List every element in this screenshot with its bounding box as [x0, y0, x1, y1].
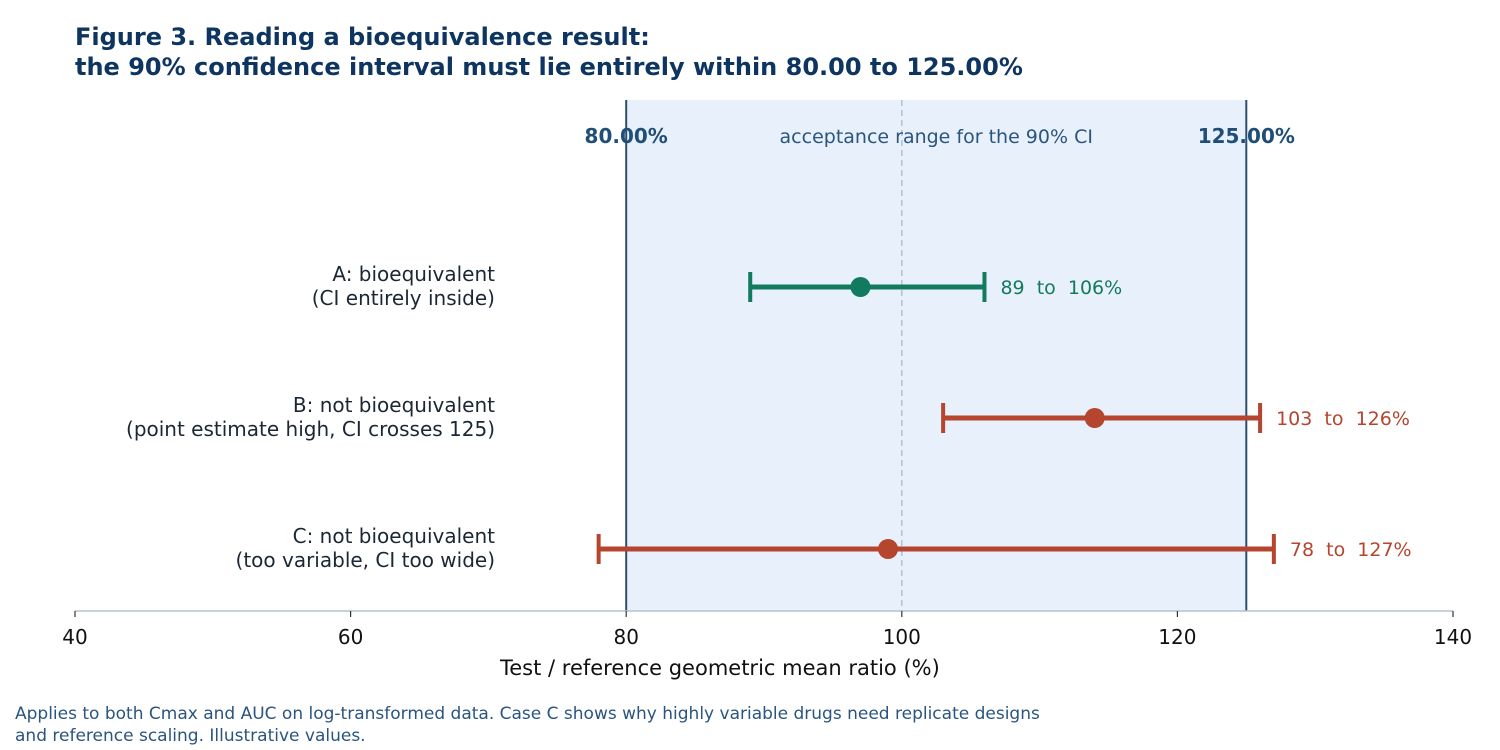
ci-annotation-1: 103 to 126%	[1276, 408, 1410, 430]
case-label-line1-2: C: not bioequivalent	[293, 524, 496, 548]
point-estimate-0	[850, 277, 871, 297]
acceptance-range-caption: acceptance range for the 90% CI	[780, 126, 1093, 148]
lower-limit-label: 80.00%	[585, 124, 668, 148]
case-label-2: C: not bioequivalent (too variable, CI to…	[236, 524, 496, 572]
case-row-0: A: bioequivalent (CI entirely inside) 89 t…	[312, 262, 1122, 310]
footnote: Applies to both Cmax and AUC on log-tran…	[15, 703, 1040, 747]
point-estimate-2	[878, 539, 899, 559]
case-label-1: B: not bioequivalent (point estimate high…	[126, 393, 495, 441]
acceptance-band	[626, 100, 1247, 611]
x-tick-label-120: 120	[1158, 625, 1196, 649]
chart-title-line1: Figure 3. Reading a bioequivalence resul…	[75, 23, 650, 51]
upper-limit-label: 125.00%	[1198, 124, 1295, 148]
case-label-line2-2: (too variable, CI too wide)	[236, 548, 495, 572]
case-label-0: A: bioequivalent (CI entirely inside)	[312, 262, 495, 310]
case-row-1: B: not bioequivalent (point estimate high…	[126, 393, 1410, 441]
case-label-line1-0: A: bioequivalent	[332, 262, 495, 286]
footnote-line2: and reference scaling. Illustrative valu…	[15, 726, 366, 746]
x-tick-label-60: 60	[338, 625, 363, 649]
x-axis-label: Test / reference geometric mean ratio (%…	[499, 656, 940, 680]
point-estimate-1	[1084, 408, 1105, 428]
footnote-line1: Applies to both Cmax and AUC on log-tran…	[15, 704, 1040, 724]
x-tick-label-40: 40	[62, 625, 87, 649]
case-rows: A: bioequivalent (CI entirely inside) 89 t…	[126, 262, 1412, 572]
case-row-2: C: not bioequivalent (too variable, CI to…	[236, 524, 1412, 572]
x-tick-label-80: 80	[613, 625, 638, 649]
case-label-line2-1: (point estimate high, CI crosses 125)	[126, 417, 495, 441]
x-tick-label-140: 140	[1434, 625, 1472, 649]
case-label-line1-1: B: not bioequivalent	[293, 393, 495, 417]
x-tick-label-100: 100	[883, 625, 921, 649]
chart-title-line2: the 90% confidence interval must lie ent…	[75, 53, 1023, 81]
ci-annotation-0: 89 to 106%	[1000, 277, 1122, 299]
case-label-line2-0: (CI entirely inside)	[312, 286, 495, 310]
ci-annotation-2: 78 to 127%	[1290, 539, 1412, 561]
chart-title: Figure 3. Reading a bioequivalence resul…	[75, 22, 1023, 82]
x-axis-ticks: 40 60 80 100 120 140	[62, 611, 1472, 649]
